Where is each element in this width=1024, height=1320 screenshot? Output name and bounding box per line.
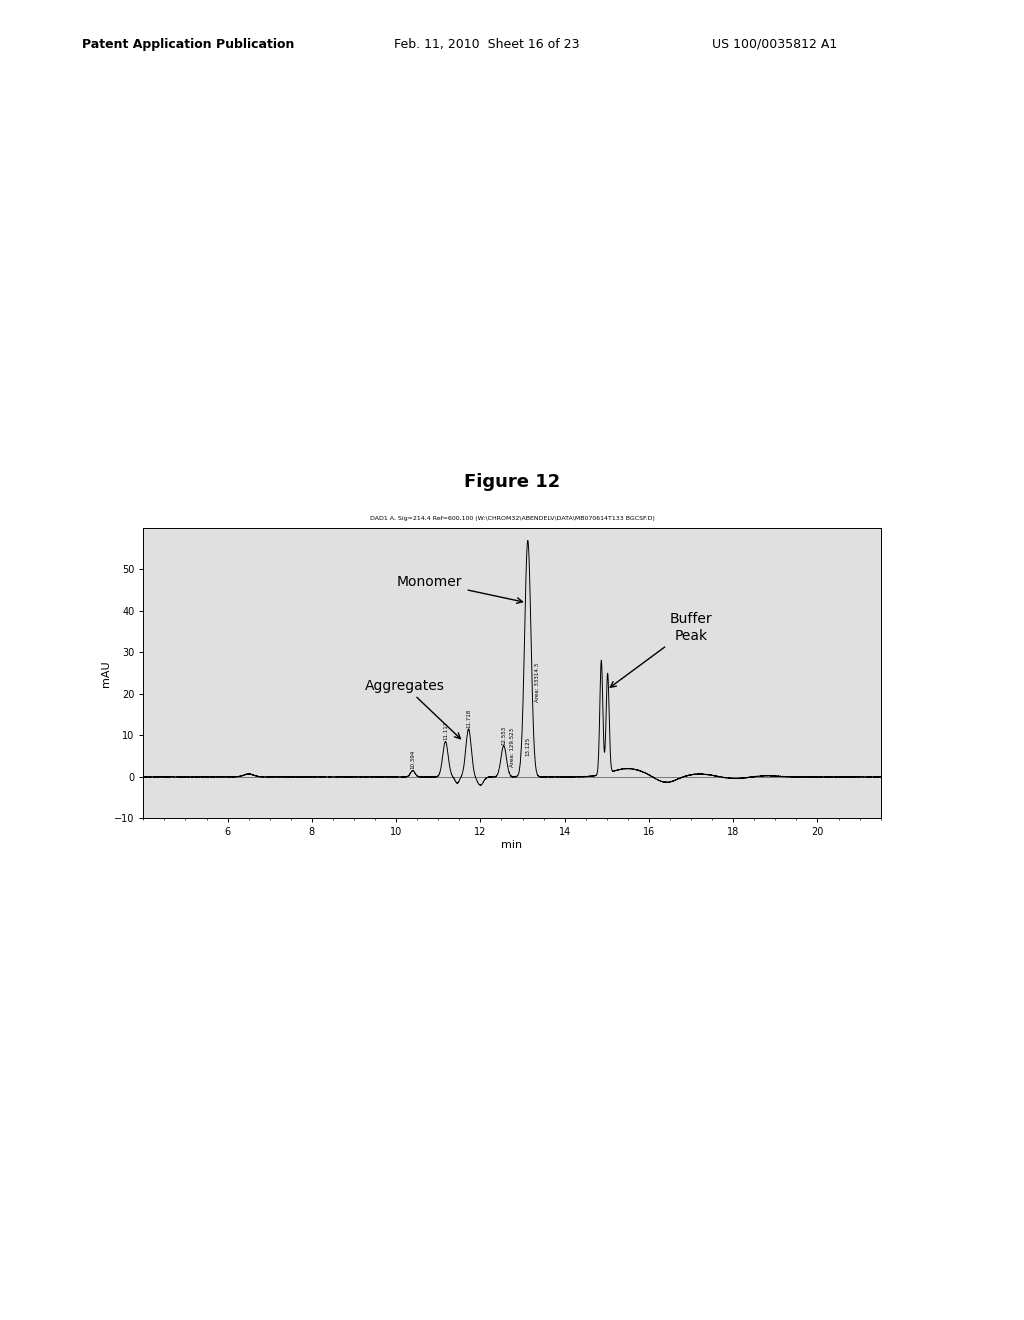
Y-axis label: mAU: mAU: [101, 660, 112, 686]
Text: US 100/0035812 A1: US 100/0035812 A1: [712, 37, 837, 50]
Text: Figure 12: Figure 12: [464, 473, 560, 491]
Text: Area: 33314.3: Area: 33314.3: [536, 663, 541, 702]
Text: 11.718: 11.718: [466, 709, 471, 727]
Text: 13.125: 13.125: [525, 737, 530, 756]
Text: Buffer
Peak: Buffer Peak: [610, 612, 713, 688]
Text: Aggregates: Aggregates: [365, 678, 461, 739]
Text: Patent Application Publication: Patent Application Publication: [82, 37, 294, 50]
Text: Area: 129.523: Area: 129.523: [510, 727, 514, 767]
Text: Feb. 11, 2010  Sheet 16 of 23: Feb. 11, 2010 Sheet 16 of 23: [394, 37, 580, 50]
Text: DAD1 A, Sig=214,4 Ref=600,100 (W:\CHROM32\ABENDELV\DATA\MB070614T133 BGCSF.D): DAD1 A, Sig=214,4 Ref=600,100 (W:\CHROM3…: [370, 516, 654, 520]
Text: Monomer: Monomer: [397, 576, 522, 603]
Text: 10.394: 10.394: [411, 750, 416, 770]
Text: 11.117: 11.117: [443, 721, 447, 741]
Text: 12.553: 12.553: [501, 725, 506, 744]
X-axis label: min: min: [502, 841, 522, 850]
